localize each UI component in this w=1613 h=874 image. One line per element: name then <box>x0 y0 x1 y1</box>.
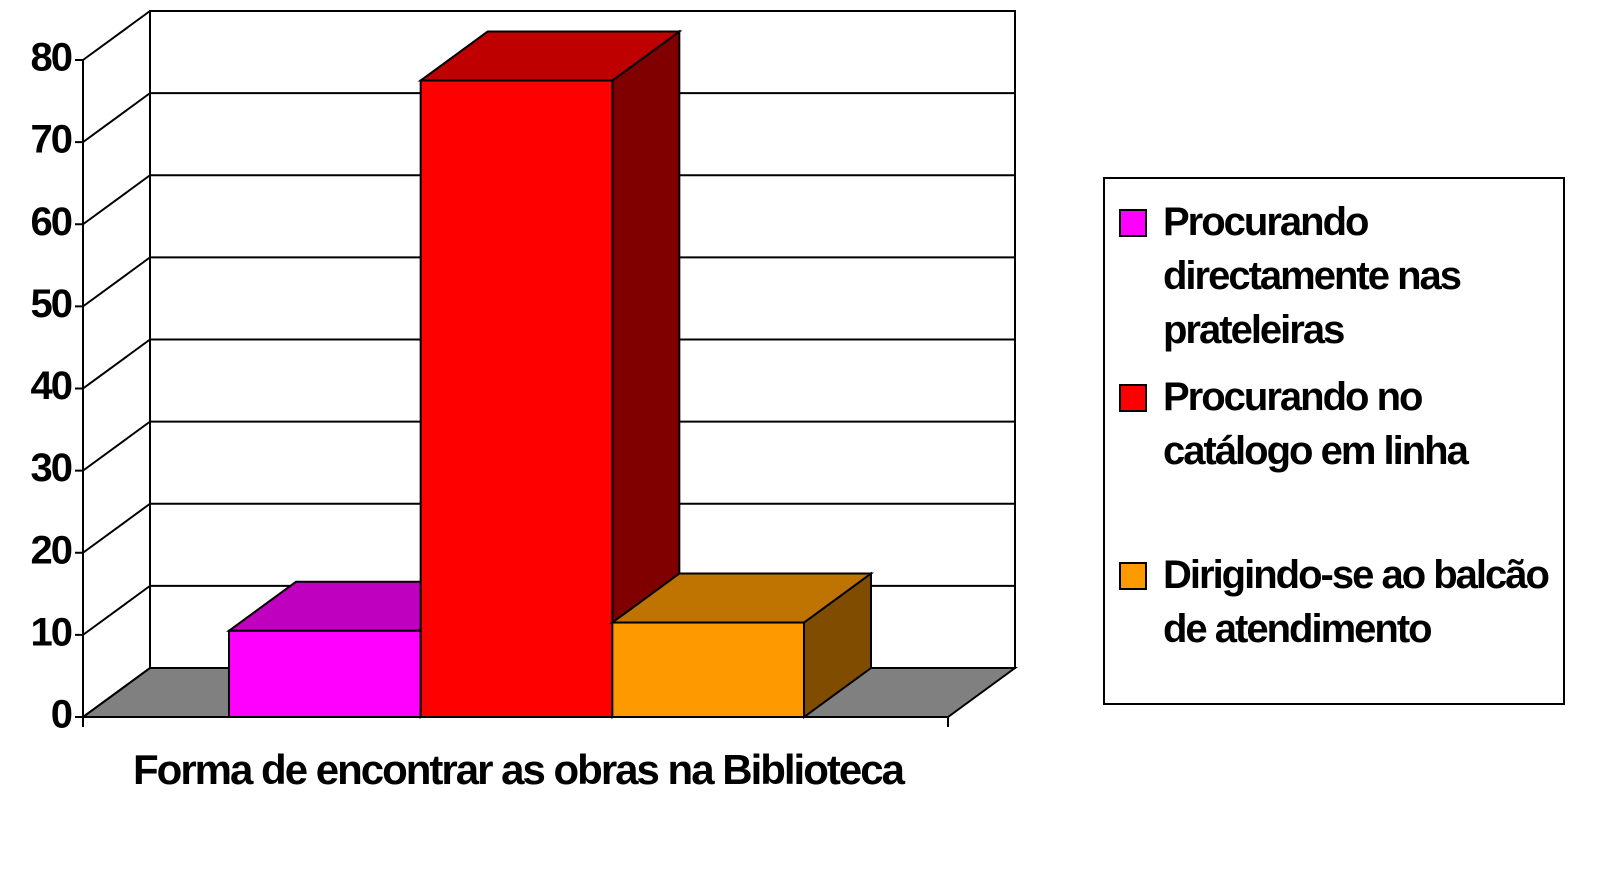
grid-line <box>82 338 151 390</box>
legend-swatch <box>1119 209 1147 237</box>
grid-line <box>82 420 151 472</box>
grid-line <box>82 667 151 718</box>
y-tick-label: 10 <box>31 610 72 654</box>
grid-line <box>82 10 151 61</box>
grid-line <box>82 256 151 308</box>
legend-swatch <box>1119 384 1147 412</box>
legend-label: Procurando no catálogo em linha <box>1163 375 1469 473</box>
legend-label: Dirigindo-se ao balcão de atendimento <box>1163 553 1550 651</box>
y-tick-label: 70 <box>31 118 72 162</box>
legend-swatch <box>1119 562 1147 590</box>
grid-line <box>82 502 151 554</box>
y-tick-label: 30 <box>31 446 72 490</box>
grid-line <box>82 174 151 226</box>
legend: Procurando directamente nas prateleiras P… <box>1103 177 1565 705</box>
grid-line <box>82 585 151 636</box>
y-tick-label: 50 <box>31 282 72 326</box>
bar <box>228 629 422 718</box>
y-tick-label: 40 <box>31 364 72 408</box>
y-tick-label: 80 <box>31 36 72 80</box>
y-tick-label: 20 <box>31 528 72 572</box>
y-tick-label: 60 <box>31 200 72 244</box>
bar <box>419 79 614 718</box>
legend-label: Procurando directamente nas prateleiras <box>1163 200 1462 352</box>
bar <box>611 621 805 719</box>
x-axis-label: Forma de encontrar as obras na Bibliotec… <box>133 746 905 793</box>
grid-line <box>82 92 151 143</box>
y-tick-label: 0 <box>51 693 72 737</box>
